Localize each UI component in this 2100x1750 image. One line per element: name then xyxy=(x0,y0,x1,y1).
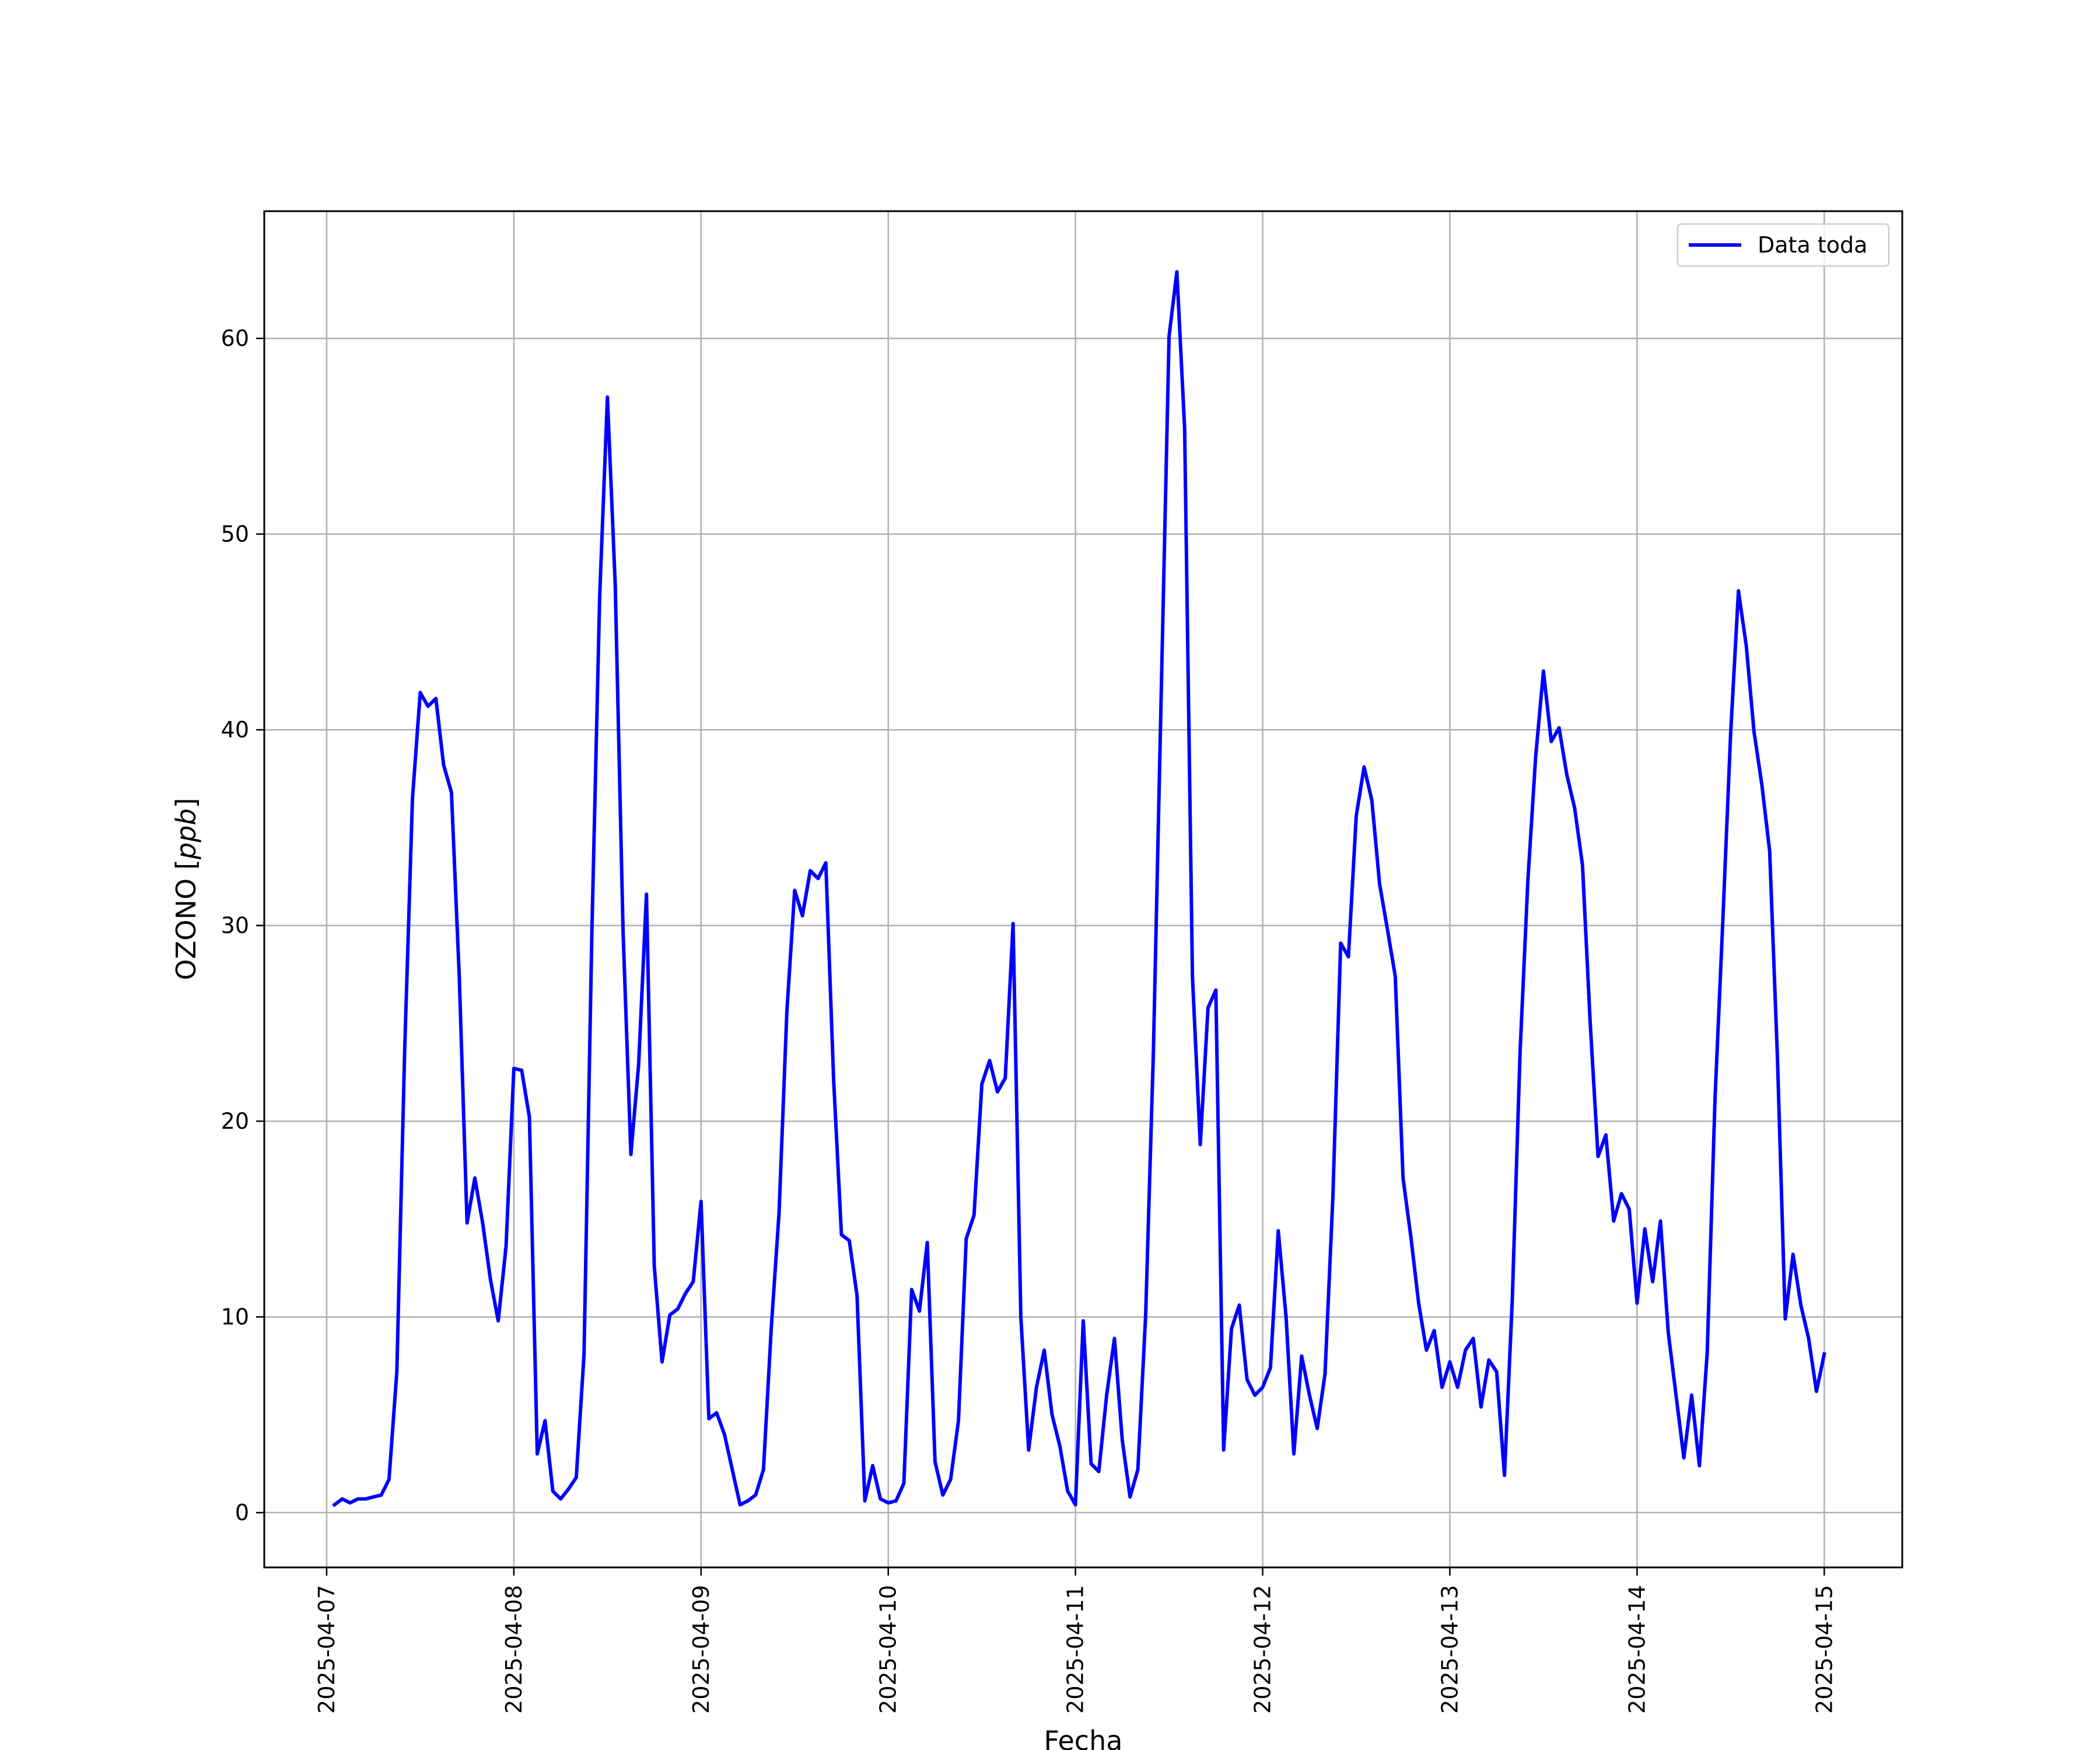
x-tick-label: 2025-04-12 xyxy=(1250,1585,1276,1714)
y-tick-label: 20 xyxy=(221,1108,249,1134)
y-tick-label: 0 xyxy=(235,1500,249,1525)
x-tick-label: 2025-04-13 xyxy=(1437,1585,1462,1714)
x-tick-label: 2025-04-11 xyxy=(1063,1585,1088,1714)
legend-frame xyxy=(1676,223,1890,267)
y-tick-label: 40 xyxy=(221,717,249,743)
series-line-0 xyxy=(332,270,1826,1507)
legend: Data toda xyxy=(1676,223,1890,267)
x-tick-label: 2025-04-07 xyxy=(314,1585,340,1714)
axis-ticks: 0 10 20 30 40 50 60 2025-04-07 2025-04-08 2025-04… xyxy=(221,326,1838,1714)
x-tick-label: 2025-04-15 xyxy=(1811,1585,1837,1714)
x-axis-title: Fecha xyxy=(1044,1725,1123,1750)
legend-label: Data toda xyxy=(1758,232,1867,258)
y-tick-label: 30 xyxy=(221,913,249,939)
y-tick-label: 10 xyxy=(221,1304,249,1330)
y-tick-label: 50 xyxy=(221,522,249,547)
plot-area-frame xyxy=(263,210,1903,1569)
x-tick-label: 2025-04-10 xyxy=(876,1585,901,1714)
x-tick-label: 2025-04-09 xyxy=(688,1585,714,1714)
y-axis-title: OZONO [ppb] xyxy=(170,798,202,981)
x-tick-label: 2025-04-08 xyxy=(501,1585,527,1714)
y-tick-label: 60 xyxy=(221,326,249,351)
series-layer xyxy=(332,270,1826,1507)
x-tick-label: 2025-04-14 xyxy=(1624,1585,1650,1714)
grid xyxy=(264,211,1902,1567)
